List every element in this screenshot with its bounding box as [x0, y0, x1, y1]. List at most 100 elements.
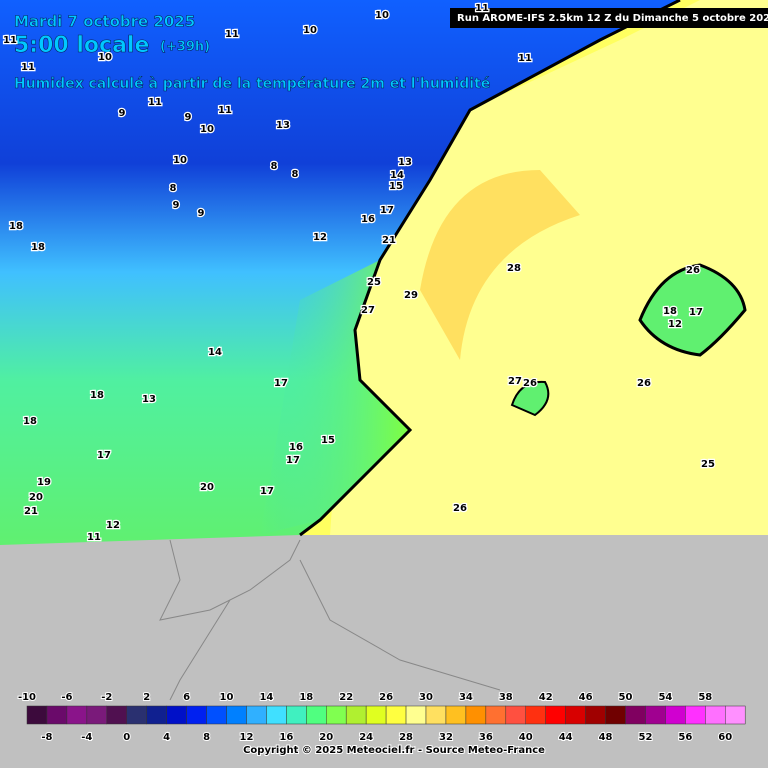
- scale-swatch: [465, 705, 487, 725]
- contour-label: 10: [303, 25, 317, 36]
- scale-label: 40: [519, 732, 533, 743]
- scale-label: 36: [479, 732, 493, 743]
- contour-label: 17: [97, 450, 111, 461]
- scale-label: 50: [619, 692, 633, 703]
- scale-swatch: [186, 705, 207, 725]
- scale-swatch: [725, 705, 746, 725]
- scale-label: 46: [579, 692, 593, 703]
- scale-swatch: [685, 705, 706, 725]
- contour-label: 11: [518, 53, 532, 64]
- contour-label: 18: [663, 306, 677, 317]
- scale-swatch: [425, 705, 447, 725]
- scale-swatch: [505, 705, 526, 725]
- contour-label: 19: [37, 477, 51, 488]
- coastline: [299, 0, 681, 537]
- contour-label: 13: [398, 157, 412, 168]
- scale-label: -10: [18, 692, 36, 703]
- scale-swatch: [625, 705, 646, 725]
- contour-label: 16: [361, 214, 375, 225]
- contour-label: 12: [106, 520, 120, 531]
- scale-label: 16: [279, 732, 293, 743]
- contour-label: 12: [668, 319, 682, 330]
- scale-swatch: [46, 705, 68, 725]
- contour-label: 25: [367, 277, 381, 288]
- scale-swatch: [126, 705, 147, 725]
- contour-label: 14: [390, 170, 404, 181]
- scale-swatch: [326, 705, 347, 725]
- color-scale: -10-8-6-4-202468101214161820222426283032…: [17, 691, 746, 744]
- lead-time: (+39h): [160, 40, 210, 55]
- scale-label: 22: [339, 692, 353, 703]
- scale-swatch: [345, 705, 367, 725]
- island-ibiza: [510, 380, 550, 417]
- scale-label: 44: [559, 732, 573, 743]
- contour-label: 10: [375, 10, 389, 21]
- scale-label: 38: [499, 692, 513, 703]
- scale-label: 8: [203, 732, 210, 743]
- run-info: Run AROME-IFS 2.5km 12 Z du Dimanche 5 o…: [457, 13, 768, 24]
- scale-label: 32: [439, 732, 453, 743]
- scale-swatch: [266, 705, 287, 725]
- contour-label: 20: [29, 492, 43, 503]
- scale-label: 30: [419, 692, 433, 703]
- scale-swatch: [106, 705, 128, 725]
- contour-label: 18: [9, 221, 23, 232]
- contour-label: 17: [260, 486, 274, 497]
- subtitle: Humidex calculé à partir de la températu…: [14, 76, 490, 92]
- scale-swatch: [545, 705, 566, 725]
- scale-label: -8: [41, 732, 52, 743]
- contour-label: 10: [173, 155, 187, 166]
- contour-label: 18: [90, 390, 104, 401]
- scale-swatch: [86, 705, 108, 725]
- scale-swatch: [166, 705, 187, 725]
- scale-label: 54: [658, 692, 672, 703]
- sea-inner: [330, 0, 768, 535]
- contour-label: 26: [523, 378, 537, 389]
- contour-label: 16: [289, 442, 303, 453]
- scale-label: 18: [299, 692, 313, 703]
- run-box: [450, 8, 768, 28]
- contour-label: 9: [185, 112, 192, 123]
- contour-label: 26: [686, 265, 700, 276]
- contour-label: 17: [286, 455, 300, 466]
- scale-label: 6: [183, 692, 190, 703]
- scale-label: 60: [718, 732, 732, 743]
- scale-label: 52: [638, 732, 652, 743]
- scale-label: 14: [259, 692, 273, 703]
- scale-label: -4: [81, 732, 92, 743]
- contour-label: 9: [173, 200, 180, 211]
- contour-label: 27: [361, 305, 375, 316]
- border-lines: [159, 539, 501, 701]
- scale-swatch: [585, 705, 606, 725]
- contour-label: 13: [142, 394, 156, 405]
- contour-label: 11: [475, 3, 489, 14]
- scale-swatch: [705, 705, 726, 725]
- scale-swatch: [485, 705, 507, 725]
- scale-swatch: [665, 705, 686, 725]
- contour-label: 8: [271, 161, 278, 172]
- scale-swatch: [146, 705, 167, 725]
- scale-swatch: [385, 705, 407, 725]
- contour-label: 26: [637, 378, 651, 389]
- contour-label: 9: [198, 208, 205, 219]
- contour-label: 17: [380, 205, 394, 216]
- scale-label: 26: [379, 692, 393, 703]
- contour-label: 18: [31, 242, 45, 253]
- land: [0, 0, 680, 545]
- scale-label: 58: [698, 692, 712, 703]
- contour-label: 8: [292, 169, 299, 180]
- scale-swatch: [365, 705, 387, 725]
- contour-label: 26: [453, 503, 467, 514]
- contour-label: 11: [148, 97, 162, 108]
- scale-label: 34: [459, 692, 473, 703]
- scale-swatch: [226, 705, 247, 725]
- scale-swatch: [405, 705, 427, 725]
- contour-label: 11: [218, 105, 232, 116]
- scale-label: 28: [399, 732, 413, 743]
- contour-label: 20: [200, 482, 214, 493]
- island-mallorca: [638, 263, 747, 357]
- scale-swatch: [645, 705, 666, 725]
- scale-label: -6: [61, 692, 72, 703]
- scale-label: 48: [599, 732, 613, 743]
